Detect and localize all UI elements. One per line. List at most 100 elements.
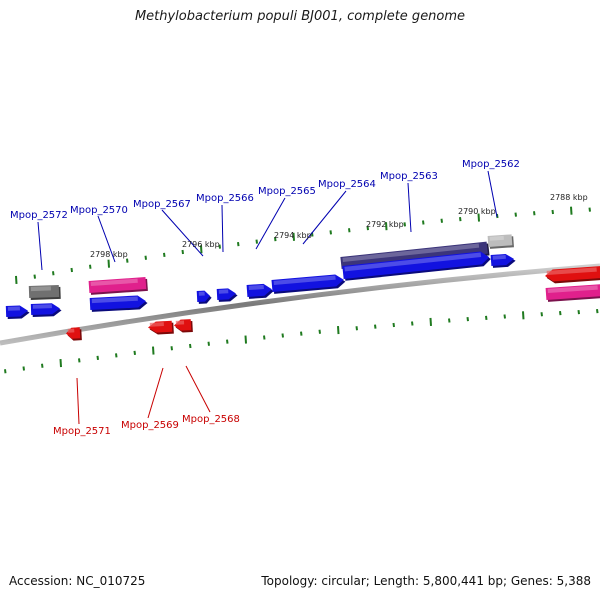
leader-line bbox=[302, 190, 347, 245]
gene-arrow-group bbox=[66, 327, 82, 341]
inner-tick bbox=[448, 318, 451, 323]
inner-tick bbox=[411, 321, 414, 326]
outer-tick bbox=[348, 228, 351, 233]
gene-arrow-highlight bbox=[248, 284, 264, 291]
outer-tick bbox=[440, 218, 443, 223]
outer-tick bbox=[514, 212, 517, 217]
gene-label-mpop-2564: Mpop_2564 bbox=[318, 179, 376, 190]
gene-arrow-highlight bbox=[7, 306, 20, 311]
inner-tick bbox=[300, 331, 303, 336]
scale-label-2790: 2790 kbp bbox=[458, 207, 496, 216]
inner-tick bbox=[207, 341, 210, 346]
outer-tick bbox=[329, 230, 332, 235]
inner-tick bbox=[4, 369, 7, 374]
inner-tick bbox=[22, 366, 25, 371]
gene-box-group bbox=[88, 277, 148, 295]
gene-label-mpop-2567: Mpop_2567 bbox=[133, 199, 191, 210]
outer-tick bbox=[551, 209, 554, 215]
inner-tick bbox=[133, 350, 136, 356]
inner-tick bbox=[318, 329, 321, 334]
gene-label-mpop-2563: Mpop_2563 bbox=[380, 171, 438, 182]
gene-arrow-group bbox=[5, 305, 30, 319]
outer-tick bbox=[200, 245, 203, 254]
gene-arrow-group bbox=[545, 265, 600, 284]
gene-label-mpop-2565: Mpop_2565 bbox=[258, 186, 316, 197]
outer-tick bbox=[533, 211, 536, 216]
gene-label-mpop-2566: Mpop_2566 bbox=[196, 193, 254, 204]
gene-box-group bbox=[545, 283, 600, 302]
gene-arrow-highlight bbox=[273, 275, 336, 286]
gene-label-mpop-2568: Mpop_2568 bbox=[182, 414, 240, 425]
gene-arrow-group bbox=[196, 290, 212, 304]
outer-tick bbox=[237, 241, 240, 247]
outer-tick bbox=[218, 244, 221, 249]
gene-arrow-highlight bbox=[149, 322, 164, 327]
gene-arrow-group bbox=[216, 288, 238, 302]
outer-tick bbox=[181, 249, 184, 255]
gene-label-mpop-2569: Mpop_2569 bbox=[121, 420, 179, 431]
outer-tick bbox=[570, 206, 573, 215]
gene-arrow-highlight bbox=[32, 304, 52, 309]
scale-labels: 2798 kbp 2796 kbp 2794 kbp 2792 kbp 2790… bbox=[90, 193, 588, 259]
gene-arrow-group bbox=[30, 303, 62, 317]
outer-tick bbox=[144, 255, 147, 260]
gene-features bbox=[5, 234, 600, 341]
outer-scale-ticks bbox=[15, 206, 591, 285]
gene-arrow-group bbox=[271, 274, 346, 294]
leader-line bbox=[76, 377, 80, 425]
outer-tick bbox=[459, 216, 462, 222]
label-leader-lines bbox=[37, 170, 498, 425]
inner-tick bbox=[78, 358, 81, 363]
scale-label-2794: 2794 kbp bbox=[274, 231, 312, 240]
inner-tick bbox=[244, 335, 247, 344]
outer-tick bbox=[15, 275, 18, 285]
outer-tick bbox=[477, 213, 480, 222]
gene-arrow-group bbox=[246, 283, 274, 299]
inner-tick bbox=[281, 333, 284, 338]
gene-arrow-group bbox=[174, 319, 193, 333]
outer-tick bbox=[163, 252, 166, 257]
map-title: Methylobacterium populi BJ001, complete … bbox=[134, 9, 466, 24]
gene-arrow-highlight bbox=[91, 296, 138, 304]
inner-tick bbox=[374, 324, 377, 329]
leader-line bbox=[161, 209, 204, 257]
inner-tick bbox=[392, 322, 395, 328]
genome-summary-text: Topology: circular; Length: 5,800,441 bp… bbox=[261, 574, 591, 588]
outer-tick bbox=[422, 220, 425, 225]
inner-tick bbox=[466, 317, 469, 322]
gene-arrow-group bbox=[148, 320, 174, 335]
outer-tick bbox=[52, 271, 55, 276]
leader-line bbox=[185, 365, 211, 413]
inner-scale-ticks bbox=[4, 309, 599, 374]
gene-arrow-highlight bbox=[546, 267, 597, 276]
gene-arrow-highlight bbox=[344, 252, 482, 272]
gene-box-highlight bbox=[489, 235, 504, 241]
gene-arrow-highlight bbox=[218, 289, 229, 294]
gene-label-mpop-2571: Mpop_2571 bbox=[53, 426, 111, 437]
gene-box-group bbox=[28, 284, 61, 300]
leader-line bbox=[221, 204, 224, 253]
outer-tick bbox=[89, 264, 92, 269]
inner-tick bbox=[596, 309, 599, 314]
inner-tick bbox=[503, 314, 506, 319]
inner-tick bbox=[540, 312, 543, 317]
inner-tick bbox=[41, 363, 44, 368]
inner-tick bbox=[189, 343, 192, 349]
inner-tick bbox=[559, 311, 562, 316]
accession-text: Accession: NC_010725 bbox=[9, 574, 146, 588]
outer-tick bbox=[385, 222, 388, 231]
leader-line bbox=[97, 215, 116, 263]
scale-label-2788: 2788 kbp bbox=[550, 193, 588, 202]
gene-label-mpop-2562: Mpop_2562 bbox=[462, 159, 520, 170]
inner-tick bbox=[152, 346, 155, 355]
gene-box-highlight bbox=[90, 278, 138, 287]
gene-arrow-highlight bbox=[198, 291, 205, 296]
outer-tick bbox=[33, 274, 36, 279]
gene-box-highlight bbox=[342, 243, 480, 262]
leader-line bbox=[37, 221, 43, 271]
inner-tick bbox=[59, 358, 62, 368]
inner-tick bbox=[337, 325, 340, 335]
outer-tick bbox=[255, 239, 258, 244]
gene-box-highlight bbox=[547, 285, 598, 294]
